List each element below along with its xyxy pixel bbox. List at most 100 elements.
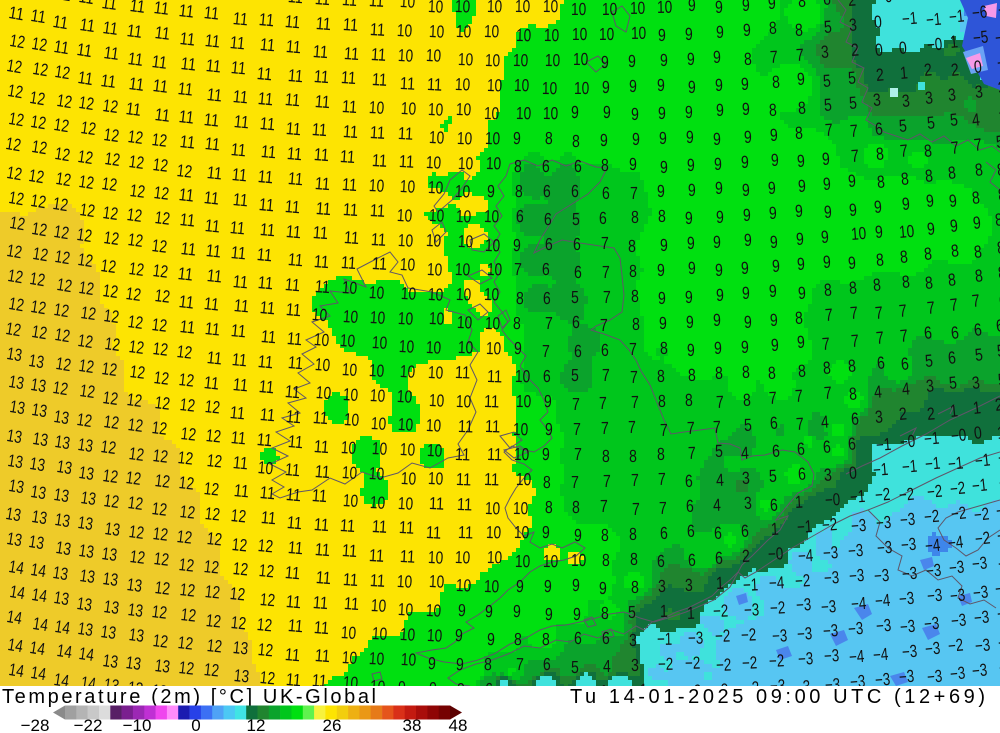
svg-text:8: 8 bbox=[513, 313, 521, 333]
svg-text:8: 8 bbox=[997, 184, 1000, 205]
svg-text:13: 13 bbox=[54, 431, 72, 453]
svg-text:6: 6 bbox=[571, 181, 579, 201]
svg-text:10: 10 bbox=[514, 75, 530, 95]
svg-text:−2: −2 bbox=[998, 471, 1000, 493]
svg-text:13: 13 bbox=[28, 453, 46, 475]
svg-text:12: 12 bbox=[29, 111, 47, 133]
svg-text:6: 6 bbox=[847, 433, 856, 454]
svg-text:10: 10 bbox=[898, 221, 915, 242]
svg-text:11: 11 bbox=[313, 251, 330, 272]
svg-text:3: 3 bbox=[947, 84, 957, 105]
svg-text:11: 11 bbox=[256, 63, 273, 84]
svg-text:7: 7 bbox=[949, 294, 959, 315]
svg-text:11: 11 bbox=[205, 55, 222, 77]
svg-text:−3: −3 bbox=[898, 666, 915, 687]
svg-text:10: 10 bbox=[456, 21, 472, 42]
svg-text:9: 9 bbox=[544, 576, 552, 596]
svg-text:9: 9 bbox=[688, 258, 696, 278]
svg-text:3: 3 bbox=[872, 89, 881, 110]
svg-text:7: 7 bbox=[849, 302, 858, 323]
svg-text:11: 11 bbox=[233, 480, 250, 501]
svg-text:12: 12 bbox=[76, 224, 94, 246]
svg-text:10: 10 bbox=[484, 576, 500, 596]
svg-text:9: 9 bbox=[542, 444, 550, 464]
svg-text:14: 14 bbox=[52, 669, 70, 691]
svg-text:9: 9 bbox=[571, 102, 579, 122]
svg-text:−3: −3 bbox=[876, 537, 893, 558]
svg-text:8: 8 bbox=[876, 171, 885, 192]
svg-text:10: 10 bbox=[341, 359, 358, 380]
svg-text:9: 9 bbox=[767, 178, 776, 198]
svg-text:10: 10 bbox=[515, 366, 531, 386]
svg-text:10: 10 bbox=[458, 49, 474, 70]
svg-text:12: 12 bbox=[152, 260, 170, 282]
svg-text:13: 13 bbox=[78, 462, 96, 484]
svg-text:11: 11 bbox=[314, 276, 331, 297]
svg-text:11: 11 bbox=[285, 591, 302, 612]
svg-text:10: 10 bbox=[457, 312, 473, 333]
svg-text:12: 12 bbox=[203, 478, 220, 500]
svg-text:8: 8 bbox=[947, 162, 957, 183]
svg-text:11: 11 bbox=[52, 36, 70, 58]
svg-text:3: 3 bbox=[823, 465, 832, 485]
svg-text:10: 10 bbox=[400, 283, 416, 304]
svg-text:11: 11 bbox=[260, 507, 277, 528]
svg-text:−3: −3 bbox=[875, 512, 892, 533]
svg-text:11: 11 bbox=[154, 104, 172, 126]
svg-text:12: 12 bbox=[51, 377, 69, 399]
svg-text:11: 11 bbox=[369, 19, 385, 40]
svg-text:8: 8 bbox=[767, 363, 776, 383]
svg-text:10: 10 bbox=[657, 0, 673, 17]
svg-text:9: 9 bbox=[821, 149, 830, 169]
svg-text:6: 6 bbox=[876, 352, 885, 373]
svg-text:9: 9 bbox=[744, 312, 753, 332]
svg-text:9: 9 bbox=[742, 180, 751, 200]
svg-text:6: 6 bbox=[950, 322, 960, 343]
svg-text:12: 12 bbox=[54, 143, 72, 165]
svg-text:11: 11 bbox=[315, 567, 332, 588]
svg-text:11: 11 bbox=[7, 2, 25, 24]
svg-text:10: 10 bbox=[428, 0, 444, 17]
svg-text:12: 12 bbox=[177, 632, 194, 654]
svg-text:14: 14 bbox=[6, 634, 24, 656]
svg-text:5: 5 bbox=[822, 71, 831, 91]
svg-text:9: 9 bbox=[716, 207, 725, 227]
svg-text:12: 12 bbox=[151, 601, 169, 623]
svg-text:9: 9 bbox=[770, 150, 779, 170]
svg-text:2: 2 bbox=[926, 403, 936, 424]
svg-text:13: 13 bbox=[52, 484, 70, 506]
svg-text:5: 5 bbox=[949, 109, 959, 130]
svg-text:9: 9 bbox=[742, 99, 751, 119]
svg-text:10: 10 bbox=[426, 337, 442, 358]
svg-text:11: 11 bbox=[342, 199, 359, 220]
svg-text:−0: −0 bbox=[824, 489, 841, 510]
svg-text:10: 10 bbox=[543, 0, 559, 16]
svg-text:12: 12 bbox=[8, 30, 26, 52]
svg-text:−3: −3 bbox=[996, 602, 1000, 624]
svg-text:6: 6 bbox=[687, 521, 695, 541]
svg-text:12: 12 bbox=[102, 280, 120, 302]
svg-text:12: 12 bbox=[51, 193, 69, 215]
svg-text:10: 10 bbox=[513, 498, 529, 518]
svg-text:12: 12 bbox=[153, 367, 171, 389]
svg-text:13: 13 bbox=[100, 621, 118, 643]
svg-text:9: 9 bbox=[685, 24, 693, 44]
svg-text:11: 11 bbox=[179, 209, 196, 231]
svg-text:11: 11 bbox=[256, 244, 273, 265]
svg-text:11: 11 bbox=[314, 91, 331, 112]
svg-text:−4: −4 bbox=[872, 644, 889, 665]
svg-text:7: 7 bbox=[572, 394, 580, 414]
svg-text:10: 10 bbox=[399, 361, 415, 382]
svg-text:5: 5 bbox=[628, 602, 636, 622]
svg-text:13: 13 bbox=[103, 596, 121, 618]
svg-text:11: 11 bbox=[259, 34, 276, 55]
svg-text:8: 8 bbox=[923, 140, 933, 161]
svg-text:−3: −3 bbox=[997, 552, 1000, 574]
svg-text:10: 10 bbox=[456, 575, 472, 596]
svg-text:6: 6 bbox=[741, 521, 750, 541]
svg-text:12: 12 bbox=[125, 283, 143, 305]
svg-text:11: 11 bbox=[284, 459, 301, 480]
svg-text:11: 11 bbox=[231, 164, 248, 185]
svg-text:−6: −6 bbox=[971, 1, 988, 23]
svg-text:5: 5 bbox=[996, 340, 1000, 361]
